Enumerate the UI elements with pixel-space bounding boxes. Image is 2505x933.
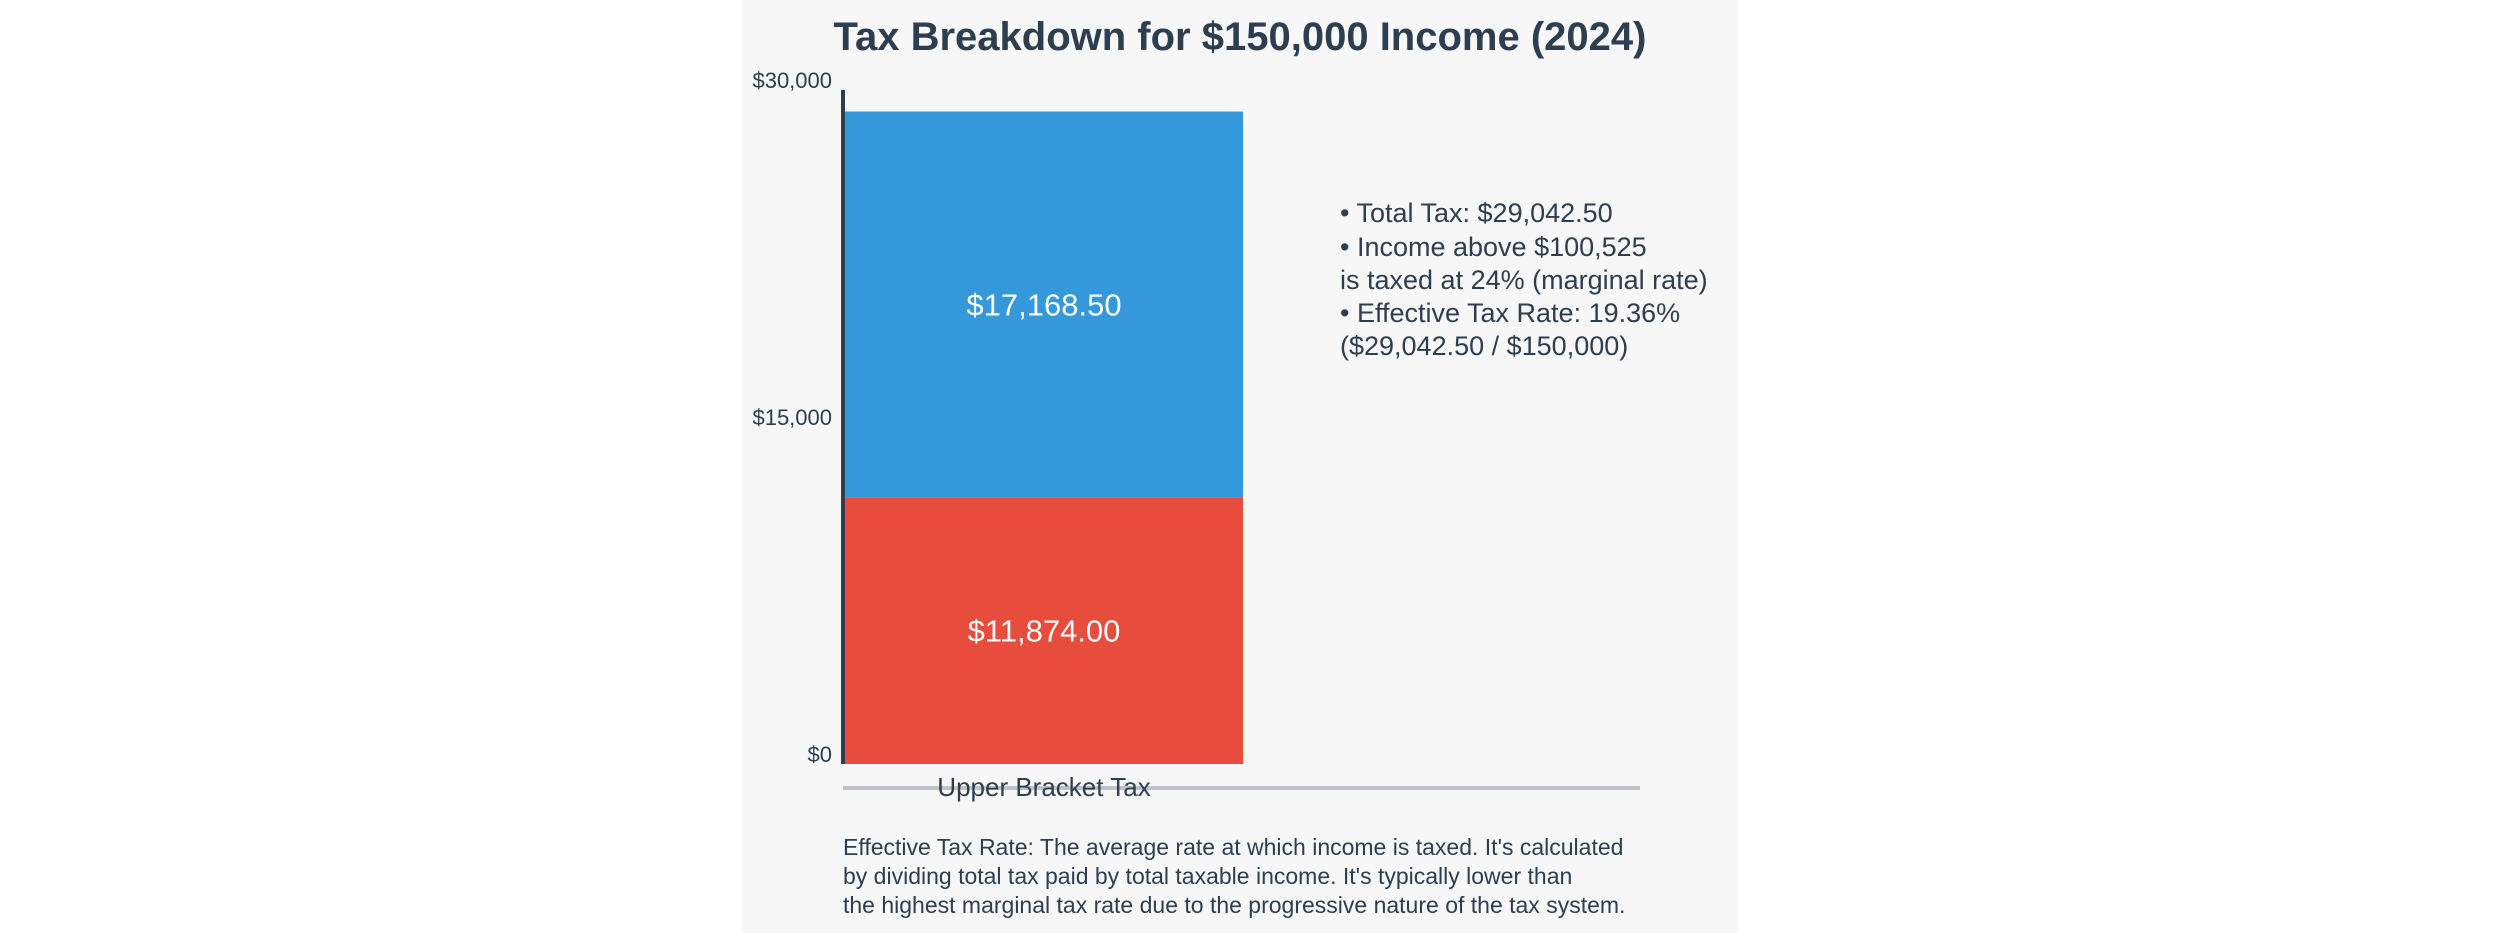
y-tick-label-2: $15,000 bbox=[752, 405, 832, 430]
category-labels-layer: Upper Bracket Tax bbox=[937, 772, 1150, 802]
footer-line-3: the highest marginal tax rate due to the… bbox=[843, 892, 1625, 918]
bar-segment-1 bbox=[845, 497, 1243, 764]
footer-line-1: Effective Tax Rate: The average rate at … bbox=[843, 834, 1623, 860]
y-tick-label-3: $30,000 bbox=[752, 68, 832, 93]
tax-summary-notes: • Total Tax: $29,042.50 • Income above $… bbox=[1340, 198, 1708, 361]
bar-labels-layer: $11,874.00 $17,168.50 bbox=[966, 287, 1121, 648]
note-effective-calc: ($29,042.50 / $150,000) bbox=[1340, 331, 1628, 361]
y-tick-label-1: $0 bbox=[808, 742, 832, 767]
category-label: Upper Bracket Tax bbox=[937, 772, 1150, 802]
bar-segment-2 bbox=[845, 111, 1243, 498]
footer-explanation: Effective Tax Rate: The average rate at … bbox=[843, 834, 1625, 918]
footer-line-2: by dividing total tax paid by total taxa… bbox=[843, 863, 1572, 889]
bars-layer bbox=[845, 111, 1243, 764]
note-marginal-rate: is taxed at 24% (marginal rate) bbox=[1340, 265, 1708, 295]
note-income-above: • Income above $100,525 bbox=[1340, 232, 1647, 262]
note-total-tax: • Total Tax: $29,042.50 bbox=[1340, 198, 1613, 228]
bar-value-label-1: $11,874.00 bbox=[968, 614, 1121, 649]
y-ticks-layer: $0 $15,000 $30,000 bbox=[752, 68, 832, 767]
chart-title: Tax Breakdown for $150,000 Income (2024) bbox=[834, 15, 1647, 59]
bar-value-label-2: $17,168.50 bbox=[966, 287, 1121, 322]
note-effective-rate: • Effective Tax Rate: 19.36% bbox=[1340, 298, 1680, 328]
